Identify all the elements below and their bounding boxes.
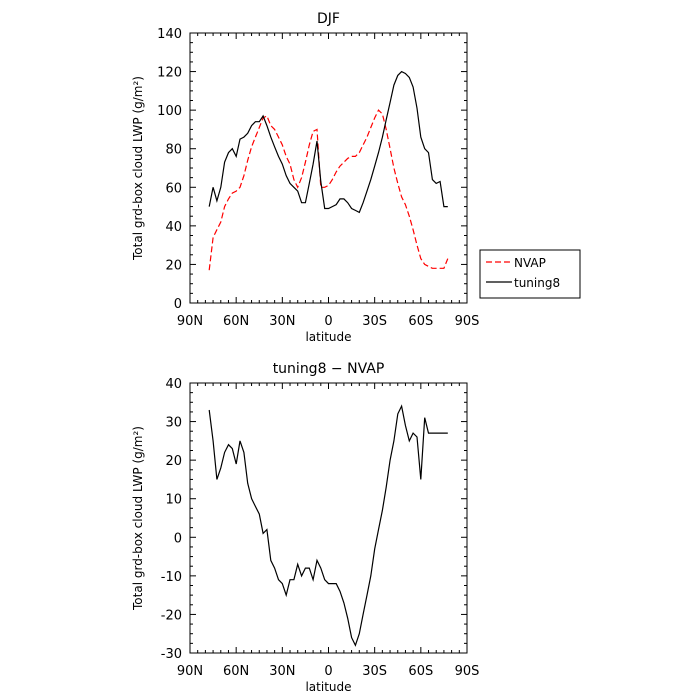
x-tick-label: 60S [408,664,433,679]
x-tick-label: 30N [269,314,295,329]
y-tick-label: 30 [165,416,182,431]
y-tick-label: 80 [165,143,182,158]
y-tick-label: 0 [174,297,182,312]
y-tick-label: 20 [165,258,182,273]
chart-panel-1: DJF 90N 60N 30N 0 30S 60S 90S 0 20 40 60 80 100 120 140… [131,11,581,344]
x-axis-label: latitude [305,680,351,694]
x-axis-label: latitude [305,330,351,344]
x-tick-label: 30N [269,664,295,679]
x-tick-label: 90N [177,314,203,329]
legend-entry-label: tuning8 [514,276,560,290]
y-tick-label: 40 [165,220,182,235]
x-tick-label: 90S [455,664,480,679]
y-tick-label: 0 [174,531,182,546]
series-line-tuning8 [208,70,448,214]
y-tick-label: 100 [157,104,182,119]
y-tick-label: 40 [165,377,182,392]
y-tick-label: -20 [161,608,182,623]
x-tick-label: 30S [362,314,387,329]
x-tick-label: 0 [324,664,332,679]
plot-frame [189,382,468,654]
y-tick-label: 10 [165,493,182,508]
series-line-nvap [208,109,449,271]
y-tick-label: 20 [165,454,182,469]
legend: NVAP tuning8 [479,249,581,299]
chart-title: DJF [317,11,340,27]
series-line-diff [208,404,448,647]
x-tick-label: 60S [408,314,433,329]
x-tick-label: 90N [177,664,203,679]
plot-frame [189,32,468,304]
y-axis-label: Total grd-box cloud LWP (g/m²) [131,426,145,611]
y-axis-label: Total grd-box cloud LWP (g/m²) [131,76,145,261]
legend-entry-label: NVAP [514,256,546,270]
x-tick-label: 0 [324,314,332,329]
y-tick-label: 140 [157,27,182,42]
x-tick-label: 60N [223,664,249,679]
x-tick-label: 30S [362,664,387,679]
y-tick-label: -30 [161,647,182,662]
y-tick-label: -10 [161,570,182,585]
y-tick-label: 120 [157,66,182,81]
chart-title: tuning8 − NVAP [273,361,385,377]
x-tick-label: 60N [223,314,249,329]
legend-box [479,249,581,299]
chart-panel-2: tuning8 − NVAP 90N 60N 30N 0 30S 60S 90S -30 -20 -… [131,361,479,694]
y-tick-label: 60 [165,181,182,196]
x-tick-label: 90S [455,314,480,329]
